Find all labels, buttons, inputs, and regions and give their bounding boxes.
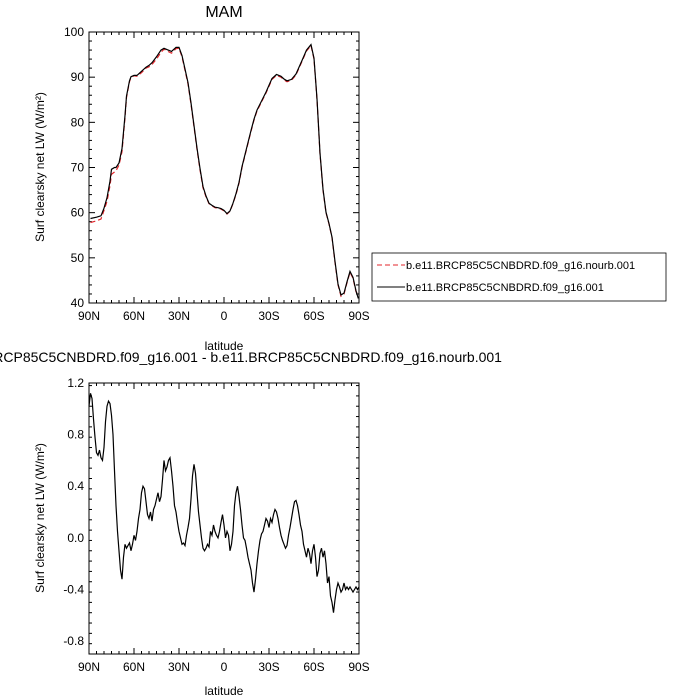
legend-box <box>371 252 667 302</box>
y-tick-label: 0.8 <box>67 428 84 442</box>
legend: b.e11.BRCP85C5CNBDRD.f09_g16.nourb.001 b… <box>371 252 667 302</box>
x-tick-label: 30S <box>258 309 279 323</box>
x-tick-label: 30N <box>168 309 190 323</box>
x-tick-label: 0 <box>221 660 228 674</box>
x-tick-label: 60S <box>303 309 324 323</box>
y-tick-label: 0.4 <box>67 479 84 493</box>
legend-label-nourb: b.e11.BRCP85C5CNBDRD.f09_g16.nourb.001 <box>406 260 635 272</box>
y-tick-label: 1.2 <box>67 376 84 390</box>
bottom-chart-title: b.e11.BRCP85C5CNBDRD.f09_g16.001 - b.e11… <box>0 349 502 365</box>
y-tick-label: 70 <box>71 161 85 175</box>
y-tick-label: 90 <box>71 70 85 84</box>
top-series-group <box>90 43 359 299</box>
top-chart-title: MAM <box>205 4 242 21</box>
y-tick-label: 40 <box>71 296 85 310</box>
bottom-x-axis-label: latitude <box>205 684 244 698</box>
y-tick-label: 80 <box>71 115 85 129</box>
top-y-axis: 40 50 60 70 80 90 100 <box>64 25 359 310</box>
top-x-axis: 90N 60N 30N 0 30S 60S 90S <box>78 32 370 323</box>
top-plot-frame <box>88 31 360 304</box>
x-tick-label: 90N <box>78 309 100 323</box>
x-tick-label: 90S <box>348 660 369 674</box>
x-tick-label: 60S <box>303 660 324 674</box>
series-line-0 <box>90 44 359 298</box>
y-tick-label: 60 <box>71 206 85 220</box>
y-tick-label: -0.8 <box>63 634 84 648</box>
series-line-1 <box>90 43 359 299</box>
y-tick-label: 0.0 <box>67 531 84 545</box>
bottom-y-axis-label: Surf clearsky net LW (W/m²) <box>33 443 47 593</box>
top-x-axis-label: latitude <box>205 339 244 353</box>
x-tick-label: 90S <box>348 309 369 323</box>
bottom-x-axis: 90N 60N 30N 0 30S 60S 90S <box>78 383 370 674</box>
y-tick-label: 100 <box>64 25 84 39</box>
x-tick-label: 30N <box>168 660 190 674</box>
x-tick-label: 30S <box>258 660 279 674</box>
x-tick-label: 60N <box>123 309 145 323</box>
x-tick-label: 60N <box>123 660 145 674</box>
x-tick-label: 90N <box>78 660 100 674</box>
series-line-0 <box>88 393 360 613</box>
bottom-plot-frame <box>88 382 360 655</box>
y-tick-label: -0.4 <box>63 582 84 596</box>
bottom-y-axis: -0.8 -0.4 0.0 0.4 0.8 1.2 <box>63 376 359 655</box>
bottom-series-group <box>88 393 360 613</box>
bottom-panel: b.e11.BRCP85C5CNBDRD.f09_g16.001 - b.e11… <box>0 349 502 698</box>
y-tick-label: 50 <box>71 251 85 265</box>
top-y-axis-label: Surf clearsky net LW (W/m²) <box>33 92 47 242</box>
x-tick-label: 0 <box>221 309 228 323</box>
legend-label-control: b.e11.BRCP85C5CNBDRD.f09_g16.001 <box>406 282 604 294</box>
